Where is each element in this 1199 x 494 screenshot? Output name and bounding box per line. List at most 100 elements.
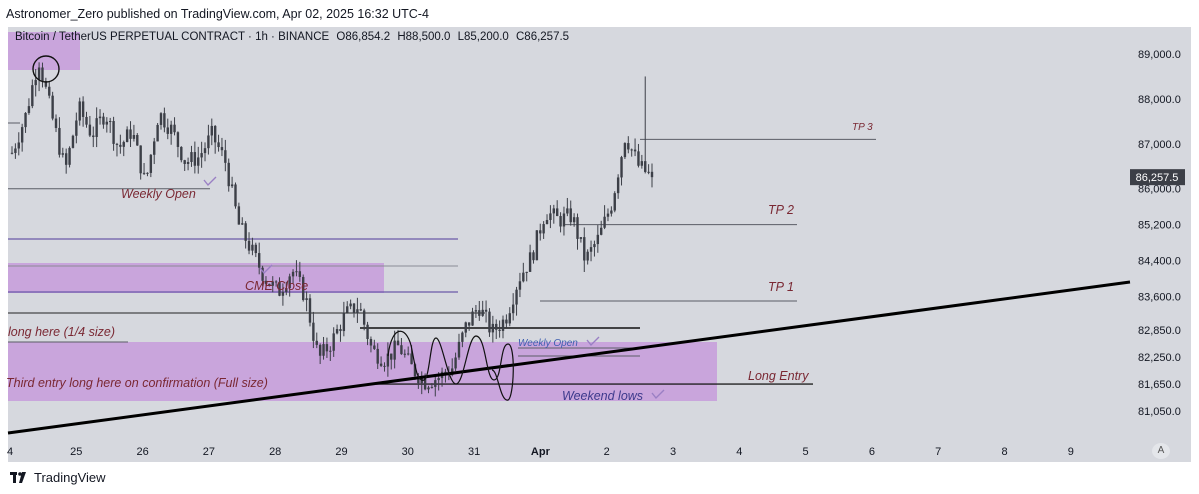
candle-body [166, 127, 169, 134]
candle [156, 123, 159, 142]
candle [488, 308, 491, 337]
candle [129, 121, 132, 147]
x-tick-label: Apr [531, 446, 551, 458]
candle [566, 197, 569, 217]
candle [68, 146, 71, 168]
candle [400, 338, 403, 355]
candle-body [318, 344, 322, 356]
candle [600, 220, 603, 236]
candle-body [586, 251, 589, 261]
candle [586, 249, 589, 265]
ohlc-close: C86,257.5 [516, 31, 570, 43]
candle-body [31, 85, 34, 107]
candle [539, 223, 542, 241]
candle [495, 319, 498, 339]
candle-body [44, 81, 48, 87]
candle [227, 158, 230, 192]
candle [210, 118, 213, 146]
candle [159, 112, 163, 130]
candle-body [125, 129, 129, 143]
candle-body [156, 124, 159, 142]
candle-body [386, 353, 390, 367]
candle-body [383, 365, 386, 367]
candle [71, 134, 75, 149]
top-left-zone [8, 32, 80, 70]
candle-body [620, 157, 623, 178]
candle [109, 117, 112, 133]
candle-body [17, 142, 20, 149]
candle [274, 280, 278, 287]
candle [264, 276, 268, 290]
candle [31, 79, 34, 109]
candle-body [501, 319, 505, 331]
candle [180, 146, 183, 163]
candle [305, 291, 308, 312]
symbol-name: Bitcoin / TetherUS PERPETUAL CONTRACT · … [15, 31, 330, 43]
candle-body [302, 276, 305, 301]
candle-body [247, 240, 251, 251]
candle-body [555, 208, 559, 217]
candle-body [627, 143, 630, 150]
candle-body [549, 213, 552, 220]
candle-body [224, 150, 227, 163]
candle [369, 336, 373, 353]
candle [318, 343, 322, 365]
candle-body [85, 116, 88, 125]
candle-body [393, 340, 396, 360]
candle [139, 145, 142, 180]
candle-body [261, 267, 264, 281]
candle-body [600, 227, 603, 235]
candle [555, 200, 559, 217]
candle-body [467, 322, 471, 326]
candle-body [406, 353, 410, 355]
candle-body [525, 271, 528, 273]
candle-body [379, 363, 383, 366]
candle [220, 137, 224, 157]
candle [518, 272, 522, 298]
candle-body [613, 193, 616, 211]
footer-brand[interactable]: TradingView [10, 470, 106, 485]
candle-body [410, 353, 413, 365]
candle-body [295, 271, 298, 273]
candle-body [566, 208, 569, 214]
candle [288, 273, 291, 297]
candle-body [417, 376, 420, 384]
candle [366, 321, 369, 346]
tradingview-logo-icon [10, 471, 26, 483]
y-tick-label: 86,000.0 [1138, 184, 1181, 196]
candle-body [88, 124, 92, 136]
candle [481, 300, 484, 317]
x-tick-label: 25 [70, 446, 82, 458]
candle-body [562, 213, 566, 227]
publish-header: Astronomer_Zero published on TradingView… [6, 7, 429, 21]
candle-body [528, 252, 532, 272]
candle-body [234, 184, 237, 207]
candle [200, 141, 203, 168]
candle-body [623, 143, 627, 158]
candle [169, 120, 173, 145]
candle [64, 148, 68, 174]
candle [153, 137, 156, 165]
candle-body [329, 350, 332, 352]
candle [491, 315, 495, 343]
candle [213, 125, 217, 154]
auto-scale-button[interactable]: A [1152, 443, 1170, 459]
candle-body [444, 371, 447, 374]
candle-body [633, 149, 637, 152]
candle [549, 205, 552, 229]
candle [78, 97, 81, 126]
candle [430, 383, 434, 389]
candle-body [142, 172, 146, 174]
candle [650, 163, 654, 188]
candle-body [291, 271, 295, 277]
candle-body [322, 344, 325, 356]
candle-body [376, 348, 379, 364]
candle [291, 269, 295, 284]
candle-body [616, 177, 620, 194]
candle [583, 227, 586, 272]
candle [146, 172, 149, 177]
candle-body [569, 208, 572, 223]
candle [88, 115, 92, 138]
candle-body [349, 303, 352, 307]
